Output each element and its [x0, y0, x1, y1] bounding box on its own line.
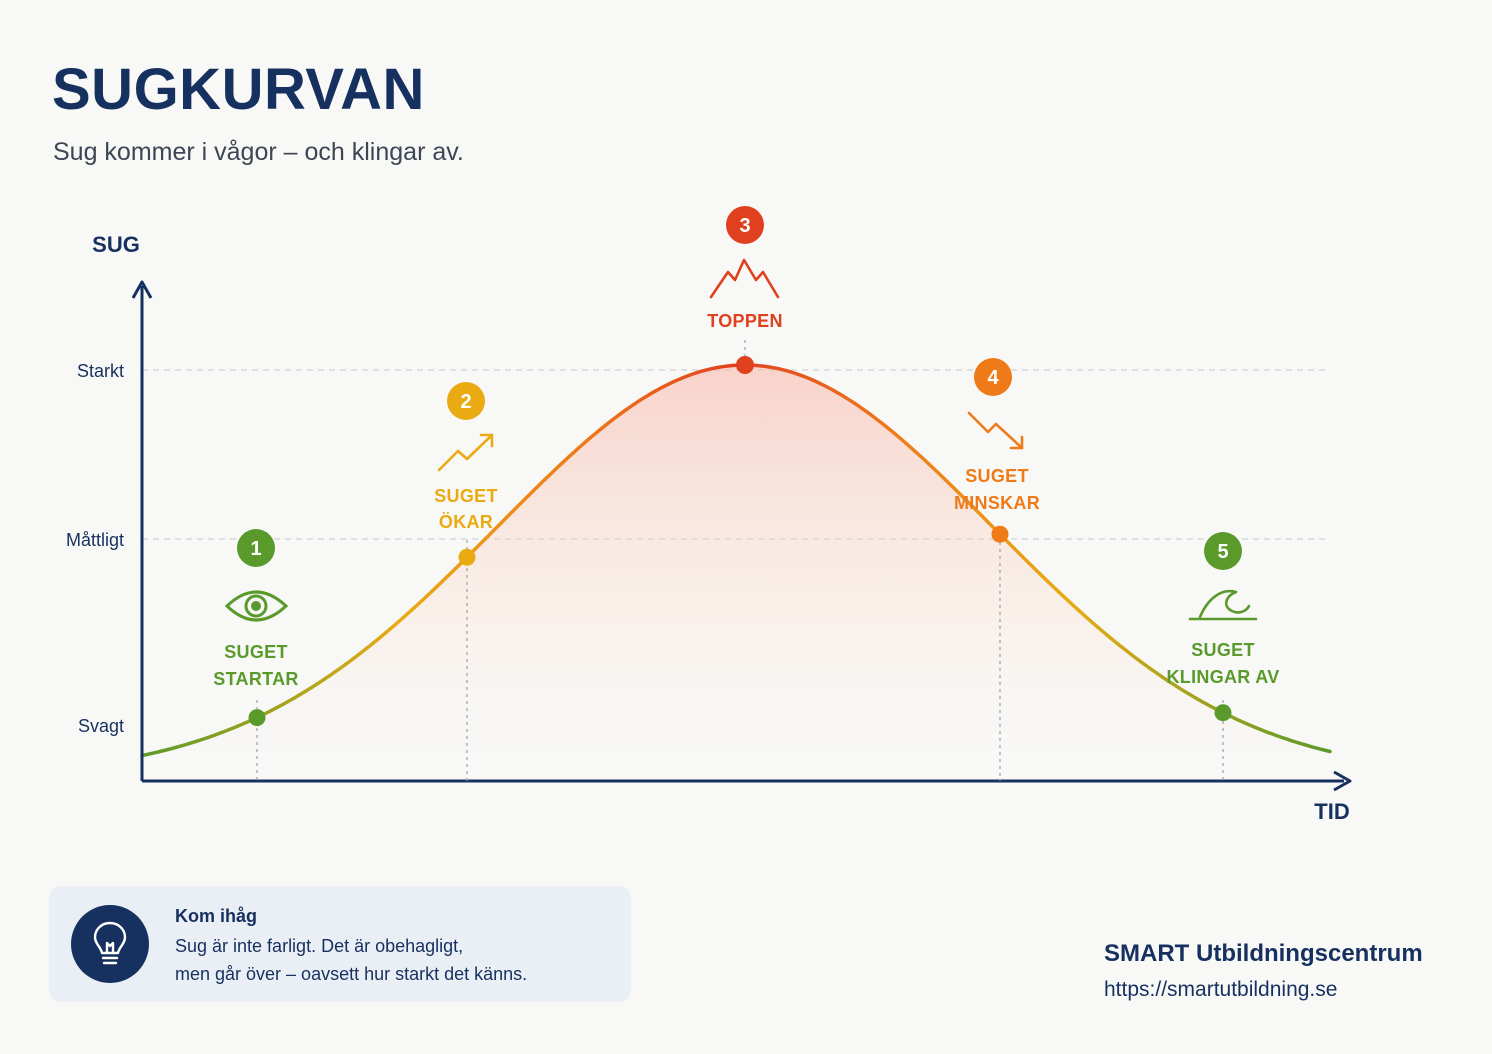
- stage-2-label-line1: SUGET: [434, 486, 498, 506]
- stage-1-number: 1: [250, 538, 261, 560]
- stage-1-badge: [237, 529, 275, 567]
- x-axis-label: TID: [1314, 799, 1349, 824]
- page-subtitle: Sug kommer i vågor – och klingar av.: [53, 138, 464, 166]
- y-axis-arrow: [131, 280, 153, 299]
- trend-down-icon: [967, 411, 1024, 450]
- reminder-title: Kom ihåg: [175, 906, 258, 926]
- stage-2-number: 2: [460, 391, 471, 413]
- stage-3-badge: [726, 206, 764, 244]
- stage-1: 1 SUGET STARTAR: [213, 529, 298, 781]
- stage-4-label-line1: SUGET: [965, 466, 1029, 486]
- craving-curve: [140, 363, 1332, 758]
- stage-5-label-line1: SUGET: [1191, 640, 1255, 660]
- stage-5-label-line2: KLINGAR AV: [1167, 667, 1280, 687]
- level-label-strong: Starkt: [77, 361, 124, 381]
- stage-4: 4 SUGET MINSKAR: [954, 358, 1040, 781]
- trend-up-icon: [437, 433, 494, 472]
- page-title: SUGKURVAN: [52, 57, 425, 122]
- stage-1-point: [248, 709, 266, 727]
- stage-3-number: 3: [739, 215, 750, 237]
- lightbulb-icon: [71, 905, 149, 983]
- stage-5-badge: [1204, 532, 1242, 570]
- eye-icon: [224, 590, 289, 622]
- stage-5-point: [1214, 704, 1232, 722]
- y-axis-label: SUG: [92, 232, 140, 257]
- reminder-box: Kom ihåg Sug är inte farligt. Det är obe…: [49, 886, 631, 1002]
- stage-3: 3 TOPPEN: [707, 206, 783, 374]
- stage-1-label-line2: STARTAR: [213, 669, 298, 689]
- website-link[interactable]: https://smartutbildning.se: [1104, 978, 1338, 1001]
- stage-4-badge: [974, 358, 1012, 396]
- stage-1-label-line1: SUGET: [224, 642, 288, 662]
- level-label-weak: Svagt: [78, 716, 124, 736]
- stage-2-badge: [447, 382, 485, 420]
- stage-4-point: [991, 525, 1009, 543]
- x-axis-arrow: [1333, 770, 1352, 792]
- curve-area: [142, 365, 1330, 781]
- stage-2-point: [458, 548, 476, 566]
- reminder-text-line1: Sug är inte farligt. Det är obehagligt,: [175, 936, 464, 956]
- stage-3-label: TOPPEN: [707, 311, 783, 331]
- stage-2: 2 SUGET ÖKAR: [434, 382, 498, 781]
- stage-4-number: 4: [987, 367, 999, 389]
- wave-icon: [1188, 589, 1258, 621]
- reminder-text-line2: men går över – oavsett hur starkt det kä…: [175, 964, 528, 984]
- stage-3-point: [736, 356, 754, 374]
- mountain-icon: [709, 258, 780, 299]
- stage-5-number: 5: [1217, 541, 1228, 563]
- organization-name: SMART Utbildningscentrum: [1104, 940, 1423, 967]
- stage-2-label-line2: ÖKAR: [439, 512, 493, 532]
- level-label-moderate: Måttligt: [66, 530, 124, 550]
- stage-5: 5 SUGET KLINGAR AV: [1167, 532, 1280, 781]
- stage-4-label-line2: MINSKAR: [954, 493, 1040, 513]
